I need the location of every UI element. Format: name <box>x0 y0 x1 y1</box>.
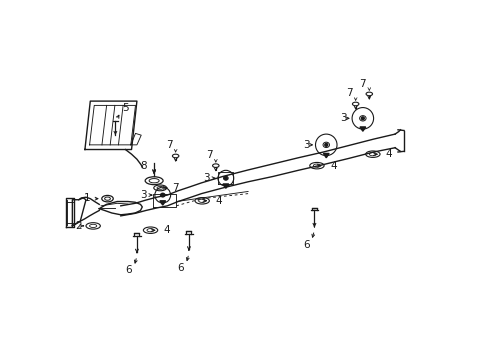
Polygon shape <box>359 127 365 131</box>
Ellipse shape <box>365 151 379 157</box>
Ellipse shape <box>143 227 158 233</box>
Text: 3: 3 <box>303 140 309 150</box>
Ellipse shape <box>323 142 329 148</box>
Text: 4: 4 <box>385 149 391 159</box>
Circle shape <box>224 177 227 180</box>
Ellipse shape <box>153 185 166 191</box>
Text: 3: 3 <box>203 173 209 183</box>
Text: 7: 7 <box>165 140 172 150</box>
Ellipse shape <box>86 223 100 229</box>
Text: 6: 6 <box>303 239 309 249</box>
Ellipse shape <box>195 198 209 204</box>
Text: 1: 1 <box>84 193 91 203</box>
Text: 7: 7 <box>359 79 366 89</box>
Text: 5: 5 <box>122 103 128 113</box>
Ellipse shape <box>309 162 324 169</box>
Text: 7: 7 <box>205 150 212 160</box>
Polygon shape <box>160 201 165 205</box>
Polygon shape <box>223 184 228 188</box>
Ellipse shape <box>160 193 165 197</box>
Ellipse shape <box>359 116 366 121</box>
Text: 7: 7 <box>172 183 179 193</box>
Text: 4: 4 <box>163 225 170 235</box>
Polygon shape <box>323 153 328 158</box>
Circle shape <box>361 117 364 120</box>
Text: 8: 8 <box>140 161 146 171</box>
Text: 6: 6 <box>125 265 132 275</box>
Circle shape <box>161 194 164 197</box>
Text: 3: 3 <box>140 190 146 200</box>
Ellipse shape <box>223 176 228 180</box>
Text: 6: 6 <box>177 263 184 273</box>
Polygon shape <box>72 198 86 226</box>
Text: 4: 4 <box>329 161 336 171</box>
Text: 3: 3 <box>339 113 346 123</box>
Text: 7: 7 <box>345 88 352 98</box>
Text: 4: 4 <box>215 196 221 206</box>
Text: 2: 2 <box>75 221 82 231</box>
Circle shape <box>324 143 327 146</box>
Ellipse shape <box>145 177 163 185</box>
Ellipse shape <box>102 195 113 202</box>
